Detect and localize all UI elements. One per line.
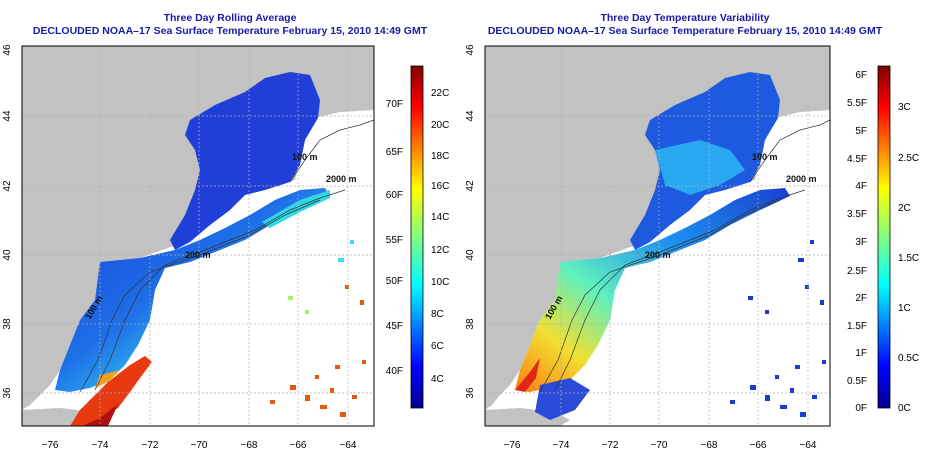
right-contour-label-2000: 2000 m (786, 174, 817, 184)
right-colorbar-f-labels: 0F 0.5F 1F 1.5F 2F 2.5F 3F 3.5F 4F 4.5F … (847, 70, 867, 414)
right-cb-f-label: 4.5F (847, 154, 867, 165)
right-lon-tick: −68 (701, 440, 718, 451)
right-lat-tick: 46 (465, 44, 476, 56)
left-title: Three Day Rolling Average DECLOUDED NOAA… (10, 12, 450, 38)
right-cb-c-label: 3C (898, 102, 911, 113)
right-lat-tick: 38 (465, 318, 476, 330)
left-title-line1: Three Day Rolling Average (163, 12, 297, 24)
left-sst-gulf (170, 72, 320, 250)
left-cb-c-label: 22C (431, 88, 449, 99)
right-lat-tick: 42 (465, 180, 476, 192)
right-lat-tick: 36 (465, 387, 476, 399)
right-cb-f-label: 5.5F (847, 98, 867, 109)
right-cb-f-label: 0.5F (847, 376, 867, 387)
left-lat-tick: 38 (2, 318, 13, 330)
right-cb-f-label: 4F (855, 181, 867, 192)
right-contour-label-200: 200 m (645, 250, 671, 260)
left-cb-c-label: 20C (431, 120, 449, 131)
left-lat-tick: 44 (2, 110, 13, 122)
left-lon-tick: −72 (142, 440, 159, 451)
left-warm-speckles (270, 285, 366, 417)
left-cb-c-label: 4C (431, 374, 444, 385)
left-lon-tick: −68 (241, 440, 258, 451)
right-lon-tick: −72 (602, 440, 619, 451)
left-cb-c-label: 14C (431, 212, 449, 223)
left-lon-tick: −76 (42, 440, 59, 451)
left-cb-f-label: 60F (386, 190, 403, 201)
right-lon-ticks: −76 −74 −72 −70 −68 −66 −64 (504, 440, 817, 451)
right-contour-label-100: 100 m (752, 152, 778, 162)
left-cb-f-label: 70F (386, 99, 403, 110)
left-colorbar-c-labels: 4C 6C 8C 10C 12C 14C 16C 18C 20C 22C (431, 88, 449, 385)
right-lat-ticks: 36 38 40 42 44 46 (465, 44, 476, 399)
left-contour-label-100: 100 m (292, 152, 318, 162)
right-cb-f-label: 0F (855, 403, 867, 414)
left-colorbar-f-labels: 40F 45F 50F 55F 60F 65F 70F (386, 99, 403, 377)
left-lon-ticks: −76 −74 −72 −70 −68 −66 −64 (42, 440, 357, 451)
left-cb-c-label: 16C (431, 181, 449, 192)
left-cb-f-label: 40F (386, 366, 403, 377)
right-cb-c-label: 2.5C (898, 153, 919, 164)
left-cb-c-label: 10C (431, 277, 449, 288)
left-grid (22, 46, 374, 426)
left-title-line2: DECLOUDED NOAA–17 Sea Surface Temperatur… (32, 25, 428, 37)
right-cb-c-label: 2C (898, 203, 911, 214)
right-cb-f-label: 2.5F (847, 266, 867, 277)
left-lat-ticks: 36 38 40 42 44 46 (2, 44, 13, 399)
left-cb-c-label: 18C (431, 151, 449, 162)
left-lat-tick: 36 (2, 387, 13, 399)
right-cb-f-label: 3F (855, 237, 867, 248)
right-lat-tick: 40 (465, 249, 476, 261)
left-cb-c-label: 8C (431, 309, 444, 320)
right-cb-c-label: 1.5C (898, 253, 919, 264)
left-gulf-stream (70, 356, 152, 426)
right-cb-f-label: 6F (855, 70, 867, 81)
right-cb-f-label: 1.5F (847, 321, 867, 332)
right-speckles (730, 240, 826, 417)
left-lat-tick: 40 (2, 249, 13, 261)
left-contour-label-200: 200 m (185, 250, 211, 260)
right-cb-c-label: 0.5C (898, 353, 919, 364)
right-lon-tick: −76 (504, 440, 521, 451)
right-colorbar-c-labels: 0C 0.5C 1C 1.5C 2C 2.5C 3C (898, 102, 919, 414)
right-map: 200 m 100 m 2000 m 100 m −76 −74 −72 −70… (465, 44, 919, 451)
left-colorbar: 40F 45F 50F 55F 60F 65F 70F 4C 6C 8C 10C… (386, 65, 449, 409)
right-cb-f-label: 3.5F (847, 209, 867, 220)
left-cb-c-label: 12C (431, 245, 449, 256)
right-lat-tick: 44 (465, 110, 476, 122)
left-lat-tick: 46 (2, 44, 13, 56)
left-cb-f-label: 65F (386, 147, 403, 158)
left-map: 200 m 100 m 2000 m 100 m −76 −74 −72 −70… (2, 44, 449, 451)
right-lon-tick: −66 (750, 440, 767, 451)
right-title-line2: DECLOUDED NOAA–17 Sea Surface Temperatur… (487, 25, 883, 37)
left-sst-shelf (55, 188, 330, 392)
left-lon-tick: −70 (191, 440, 208, 451)
right-colorbar: 0F 0.5F 1F 1.5F 2F 2.5F 3F 3.5F 4F 4.5F … (847, 65, 919, 414)
left-lon-tick: −74 (92, 440, 109, 451)
right-lon-tick: −64 (800, 440, 817, 451)
left-contour-label-2000: 2000 m (326, 174, 357, 184)
left-lon-tick: −64 (340, 440, 357, 451)
right-title: Three Day Temperature Variability DECLOU… (470, 12, 900, 38)
right-title-line1: Three Day Temperature Variability (600, 12, 770, 24)
left-lon-tick: −66 (290, 440, 307, 451)
left-cb-f-label: 50F (386, 276, 403, 287)
left-lat-tick: 42 (2, 180, 13, 192)
right-cb-c-label: 1C (898, 303, 911, 314)
right-cb-c-label: 0C (898, 403, 911, 414)
right-cb-f-label: 5F (855, 126, 867, 137)
right-cb-f-label: 2F (855, 293, 867, 304)
right-cb-f-label: 1F (855, 348, 867, 359)
left-cb-c-label: 6C (431, 341, 444, 352)
right-var-shelf (515, 188, 790, 392)
left-cb-f-label: 55F (386, 235, 403, 246)
right-lon-tick: −74 (553, 440, 570, 451)
left-cb-f-label: 45F (386, 321, 403, 332)
right-grid (485, 46, 830, 426)
right-lon-tick: −70 (651, 440, 668, 451)
